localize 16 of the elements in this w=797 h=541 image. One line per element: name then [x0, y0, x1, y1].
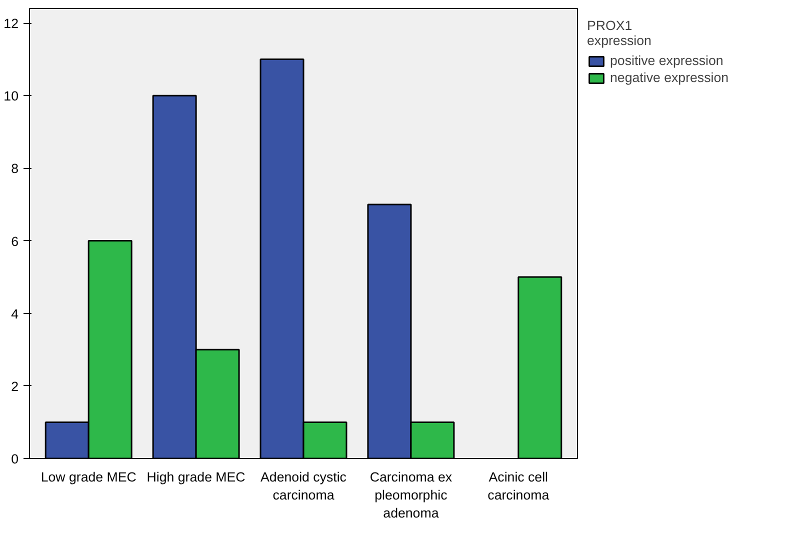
- legend-title: PROX1 expression: [587, 18, 652, 48]
- y-tick-label: 10: [4, 88, 19, 104]
- y-tick-label: 2: [11, 378, 19, 394]
- x-tick-label: Acinic cell carcinoma: [488, 470, 550, 502]
- x-tick-label: High grade MEC: [146, 470, 246, 484]
- legend-label: positive expression: [610, 53, 724, 68]
- legend-label: negative expression: [610, 70, 729, 85]
- y-tick-label: 4: [11, 306, 20, 322]
- x-tick-label: Carcinoma ex pleomorphic adenoma: [370, 470, 452, 520]
- y-tick-label: 0: [11, 452, 19, 466]
- y-tick-label: 6: [11, 234, 19, 249]
- x-tick-label: Adenoid cystic carcinoma: [260, 470, 347, 502]
- x-tick-label: Low grade MEC: [40, 470, 137, 484]
- y-tick-label: 8: [11, 161, 19, 176]
- bar: [518, 276, 562, 458]
- y-tick-label: 12: [4, 16, 19, 32]
